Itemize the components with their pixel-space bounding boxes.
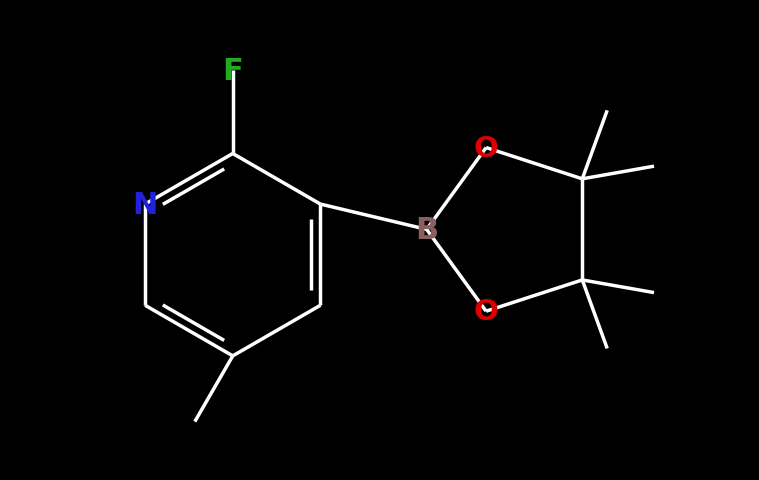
Text: O: O: [474, 298, 499, 325]
Text: F: F: [222, 57, 243, 86]
Text: B: B: [415, 216, 438, 244]
Text: N: N: [132, 190, 158, 219]
Text: O: O: [474, 134, 499, 162]
